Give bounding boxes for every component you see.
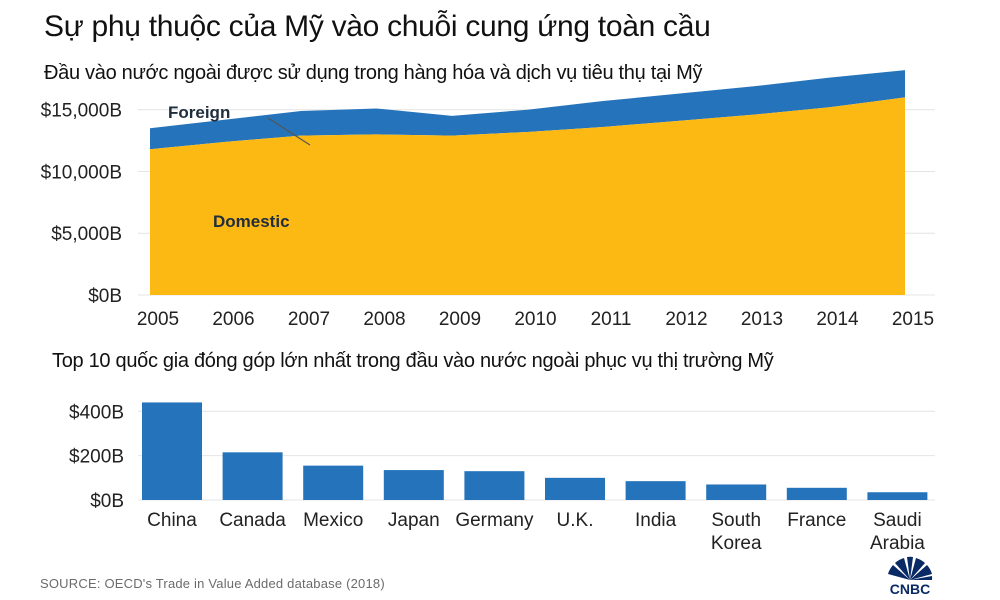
area-x-tick-label: 2013 [741,309,783,330]
foreign-label-pointer [267,117,311,146]
bar-canada [222,452,283,500]
bar-x-tick-label: Arabia [870,533,925,554]
area-x-tick-label: 2010 [514,309,556,330]
bar-x-tick-label: India [635,510,677,531]
area-x-tick-label: 2005 [137,309,179,330]
bar-saudi-arabia [867,492,928,500]
area-x-tick-label: 2007 [288,309,330,330]
cnbc-logo: CNBC [881,556,939,597]
area-x-tick-label: 2012 [665,309,707,330]
bar-x-tick-label: Korea [711,533,762,554]
bar-x-tick-label: U.K. [557,510,594,531]
area-y-tick-label: $0B [88,286,122,307]
area-x-tick-label: 2009 [439,309,481,330]
area-x-tick-label: 2006 [212,309,254,330]
bar-y-tick-label: $200B [69,447,124,468]
cnbc-logo-text: CNBC [890,581,930,597]
bar-x-tick-label: Mexico [303,510,363,531]
source-note: SOURCE: OECD's Trade in Value Added data… [40,576,385,591]
area-x-tick-label: 2008 [363,309,405,330]
bar-india [625,481,686,500]
bar-germany [464,471,525,500]
bar-y-tick-label: $0B [90,491,124,512]
domestic-area [150,97,905,296]
bar-x-tick-label: China [147,510,197,531]
bar-japan [383,470,444,500]
bar-x-tick-label: South [711,510,761,531]
area-x-tick-label: 2015 [892,309,934,330]
bar-x-tick-label: Germany [455,510,534,531]
chart-title: Sự phụ thuộc của Mỹ vào chuỗi cung ứng t… [44,10,711,43]
bar-x-tick-label: Saudi [873,510,922,531]
bar-south-korea [706,484,767,500]
domestic-label: Domestic [213,212,290,231]
area-chart: $0B $5,000B $10,000B $15,000B Foreign Domesti… [41,70,935,330]
bar-x-tick-label: Canada [219,510,286,531]
bar-chart-subtitle: Top 10 quốc gia đóng góp lớn nhất trong … [52,350,774,372]
area-chart-subtitle: Đầu vào nước ngoài được sử dụng trong hà… [44,62,703,84]
area-y-tick-label: $15,000B [41,101,122,122]
bar-mexico [303,465,364,500]
foreign-label: Foreign [168,103,230,122]
area-y-tick-label: $5,000B [51,224,122,245]
bar-x-tick-label: France [787,510,846,531]
foreign-area [150,70,905,150]
bar-y-tick-label: $400B [69,402,124,423]
area-x-tick-label: 2011 [591,309,632,330]
area-x-tick-label: 2014 [816,309,859,330]
bar-france [786,487,847,500]
bar-china [142,402,202,500]
area-y-tick-label: $10,000B [41,162,122,183]
bar-uk [545,477,605,500]
bar-x-tick-label: Japan [388,510,440,531]
